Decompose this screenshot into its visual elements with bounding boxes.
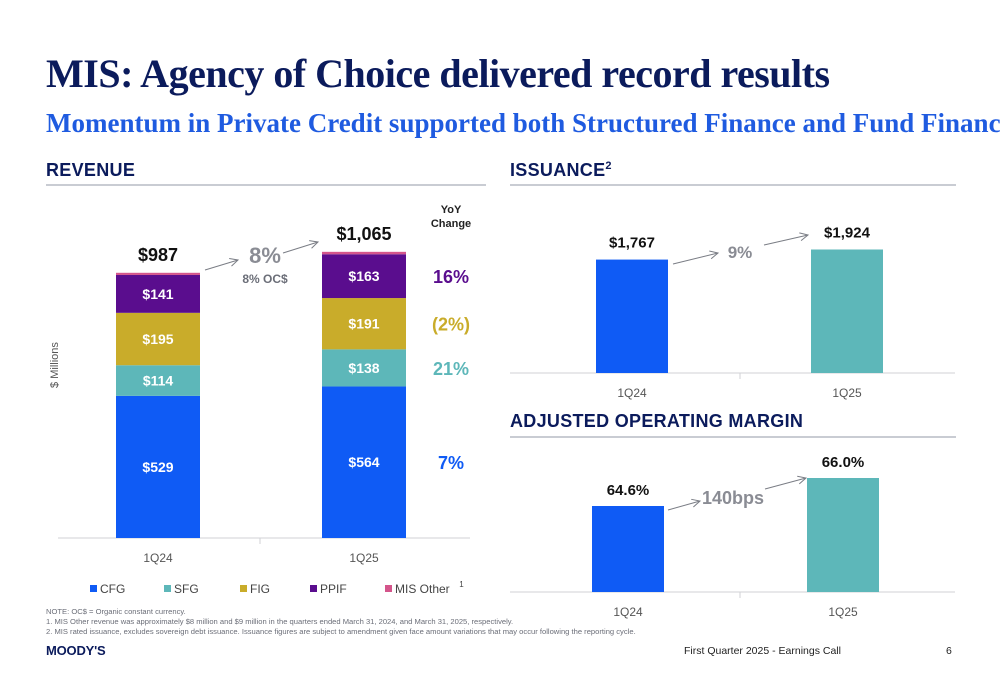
revenue-bar-label: $529 xyxy=(142,459,173,475)
page-title: MIS: Agency of Choice delivered record r… xyxy=(46,51,830,96)
legend-swatch-mis-other xyxy=(385,585,392,592)
revenue-x-tick-label: 1Q24 xyxy=(143,551,173,565)
revenue-bar-ppif-1Q24 xyxy=(116,274,200,313)
issuance-bar-1Q25 xyxy=(811,249,883,373)
revenue-bar-cfg-1Q24 xyxy=(116,395,200,538)
revenue-bar-ppif-1Q25 xyxy=(322,254,406,299)
revenue-bar-fig-1Q25 xyxy=(322,298,406,350)
legend-label-mis-other: MIS Other xyxy=(395,582,450,596)
footnote-0: NOTE: OC$ = Organic constant currency. xyxy=(46,607,186,616)
revenue-bar-sfg-1Q25 xyxy=(322,349,406,387)
revenue-bar-label: $141 xyxy=(142,286,173,302)
yoy-header-line1: YoY xyxy=(441,204,462,216)
margin-arrow-out-line xyxy=(764,477,807,490)
issuance-arrow-out-line xyxy=(763,234,809,246)
margin-heading-rule xyxy=(510,436,956,438)
page-subtitle: Momentum in Private Credit supported bot… xyxy=(46,108,1000,138)
revenue-arrow-in-line xyxy=(204,259,239,271)
legend-swatch-fig xyxy=(240,585,247,592)
revenue-arrow-out-line xyxy=(282,241,319,254)
revenue-total-label: $1,065 xyxy=(336,224,391,244)
revenue-bar-label: $564 xyxy=(348,454,379,470)
revenue-bar-mis-other-1Q25 xyxy=(322,251,406,255)
issuance-heading: ISSUANCE2 xyxy=(510,160,612,180)
issuance-bar-1Q24 xyxy=(596,259,668,373)
revenue-heading: REVENUE xyxy=(46,160,136,180)
margin-arrow-in-line xyxy=(667,500,701,511)
legend-label-ppif: PPIF xyxy=(320,582,347,596)
revenue-change-label: 8% xyxy=(249,243,281,268)
revenue-arrow-out-head xyxy=(309,240,320,249)
yoy-header-line2: Change xyxy=(431,218,471,230)
legend-swatch-cfg xyxy=(90,585,97,592)
margin-x-tick-label: 1Q25 xyxy=(828,605,858,619)
revenue-bar-label: $138 xyxy=(348,360,379,376)
page-number: 6 xyxy=(946,645,952,657)
revenue-x-tick-label: 1Q25 xyxy=(349,551,379,565)
issuance-arrow-out-head xyxy=(799,232,810,242)
legend-swatch-ppif xyxy=(310,585,317,592)
margin-heading: ADJUSTED OPERATING MARGIN xyxy=(510,411,804,431)
revenue-bar-cfg-1Q25 xyxy=(322,386,406,538)
issuance-value-label: $1,924 xyxy=(824,225,871,242)
footnote-2: 2. MIS rated issuance, excludes sovereig… xyxy=(46,627,636,636)
revenue-bar-sfg-1Q24 xyxy=(116,365,200,396)
moodys-logo: MOODY'S xyxy=(46,643,106,658)
revenue-arrow-in-head xyxy=(229,257,240,267)
legend-label-sup: 1 xyxy=(459,580,464,589)
footer-text: First Quarter 2025 - Earnings Call xyxy=(684,645,841,657)
margin-value-label: 66.0% xyxy=(822,454,865,471)
issuance-value-label: $1,767 xyxy=(609,235,655,252)
margin-arrow-in-head xyxy=(691,498,702,508)
margin-bar-1Q24 xyxy=(592,506,664,592)
legend-label-sfg: SFG xyxy=(174,582,199,596)
revenue-bar-label: $163 xyxy=(348,268,379,284)
margin-change-label: 140bps xyxy=(702,488,764,508)
margin-value-label: 64.6% xyxy=(607,482,650,499)
revenue-bar-label: $195 xyxy=(142,331,173,347)
issuance-change-label: 9% xyxy=(728,243,753,262)
yoy-change-sfg: 21% xyxy=(433,359,469,379)
legend-label-cfg: CFG xyxy=(100,582,125,596)
yoy-change-cfg: 7% xyxy=(438,453,464,473)
issuance-arrow-in-line xyxy=(672,252,719,265)
revenue-change-sublabel: 8% OC$ xyxy=(242,272,288,286)
revenue-y-axis-label: $ Millions xyxy=(49,342,61,388)
revenue-bar-fig-1Q24 xyxy=(116,312,200,366)
revenue-bar-label: $114 xyxy=(143,373,174,389)
issuance-heading-rule xyxy=(510,184,956,186)
issuance-x-tick-label: 1Q24 xyxy=(617,386,647,400)
footnotes: NOTE: OC$ = Organic constant currency. 1… xyxy=(46,607,946,637)
revenue-total-label: $987 xyxy=(138,245,178,265)
legend-label-fig: FIG xyxy=(250,582,270,596)
issuance-arrow-in-head xyxy=(709,250,720,260)
yoy-change-ppif: 16% xyxy=(433,267,469,287)
revenue-heading-rule xyxy=(46,184,486,186)
yoy-change-fig: (2%) xyxy=(432,315,470,335)
margin-x-tick-label: 1Q24 xyxy=(613,605,643,619)
revenue-bar-mis-other-1Q24 xyxy=(116,272,200,275)
legend-swatch-sfg xyxy=(164,585,171,592)
footnote-1: 1. MIS Other revenue was approximately $… xyxy=(46,617,514,626)
margin-bar-1Q25 xyxy=(807,478,879,592)
revenue-bar-label: $191 xyxy=(348,316,379,332)
issuance-x-tick-label: 1Q25 xyxy=(832,386,862,400)
margin-arrow-out-head xyxy=(797,475,808,485)
